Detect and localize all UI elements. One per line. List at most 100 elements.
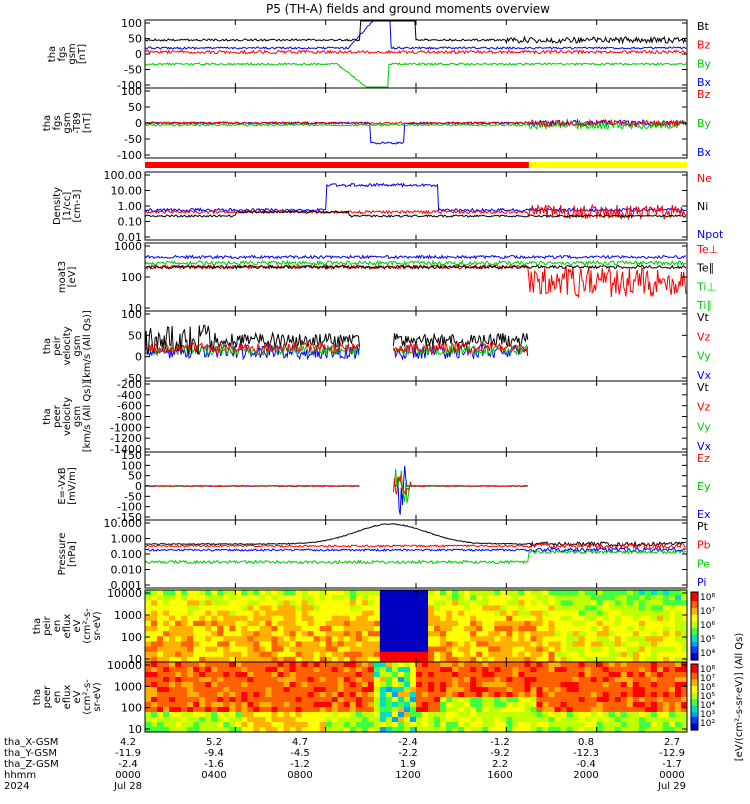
spectrogram-cell [187,692,194,698]
spectrogram-cell [674,595,682,601]
spectrogram-cell [229,697,236,703]
spectrogram-cell [253,687,261,693]
spectrogram-cell [211,605,218,612]
spectrogram-cell [331,722,339,728]
spectrogram-cell [470,620,477,627]
spectrogram-cell [337,662,345,668]
spectrogram-cell [650,672,658,678]
spectrogram-cell [379,631,387,637]
spectrogram-cell [235,692,242,698]
spectrogram-cell [416,692,423,698]
spectrogram-cell [446,615,453,622]
spectrogram-cell [307,712,315,718]
spectrogram-cell [295,656,303,662]
spectrogram-cell [506,590,513,596]
spectrogram-cell [512,600,519,607]
spectrogram-cell [361,651,369,658]
spectrogram-cell [343,631,351,637]
spectrogram-cell [343,717,351,723]
spectrogram-cell [632,646,640,653]
spectrogram-cell [145,677,152,683]
spectrogram-cell [277,687,285,693]
spectrogram-cell [554,590,562,596]
spectrogram-cell [253,677,261,683]
spectrogram-cell [578,620,586,627]
spectrogram-cell [536,672,544,678]
spectrogram-cell [277,682,285,688]
spectrogram-cell [470,610,477,617]
spectrogram-cell [572,682,580,688]
panel-traces [145,523,687,565]
spectrogram-cell [217,712,224,718]
spectrogram-cell [295,712,303,718]
spectrogram-cell [301,712,309,718]
spectrogram-cell [385,682,393,688]
spectrogram-cell [584,712,592,718]
spectrogram-cell [488,600,495,607]
ephemeris-row-label: hhmm [4,770,36,781]
spectrogram-cell [325,692,333,698]
spectrogram-cell [307,722,315,728]
spectrogram-cell [518,702,525,708]
spectrogram-cell [403,722,411,728]
spectrogram-cell [638,707,646,713]
spectrogram-cell [452,692,459,698]
spectrogram-cell [205,682,212,688]
spectrogram-cell [325,697,333,703]
spectrogram-cell [313,682,321,688]
spectrogram-cell [638,677,646,683]
spectrogram-cell [476,667,483,673]
spectrogram-cell [151,662,158,668]
spectrogram-cell [193,717,200,723]
y-axis-label: Pressure [57,533,68,576]
spectrogram-cell [229,605,236,612]
spectrogram-cell [572,651,580,658]
spectrogram-cell [476,687,483,693]
spectrogram-cell [422,712,429,718]
spectrogram-cell [361,626,369,632]
spectrogram-cell [494,662,501,668]
spectrogram-cell [145,626,152,632]
spectrogram-cell [608,667,616,673]
spectrogram-cell [385,646,393,653]
spectrogram-cell [554,672,562,678]
spectrogram-cell [247,656,254,662]
spectrogram-cell [253,620,261,627]
spectrogram-cell [668,717,676,723]
spectrogram-cell [476,615,483,622]
spectrogram-cell [247,590,254,596]
spectrogram-cell [674,712,682,718]
ephemeris-row-label: tha_Y-GSM [4,748,57,759]
spectrogram-cell [379,687,387,693]
y-axis-label: en [52,620,63,633]
spectrogram-cell [211,641,218,648]
spectrogram-cell [163,636,170,643]
spectrogram-cell [205,631,212,637]
spectrogram-cell [608,687,616,693]
spectrogram-cell [199,682,206,688]
spectrogram-cell [403,672,411,678]
spectrogram-cell [590,636,598,643]
spectrogram-cell [680,702,687,708]
spectrogram-cell [530,610,538,617]
spectrogram-cell [277,656,285,662]
ephemeris-value: 2.7 [664,737,680,748]
spectrogram-cell [157,590,164,596]
colorbar-cell [691,635,698,638]
spectrogram-cell [572,626,580,632]
spectrogram-cell [608,620,616,627]
spectrogram-cell [602,702,610,708]
panel-frame [144,380,688,453]
spectrogram-cell [566,687,574,693]
spectrogram-cell [542,702,550,708]
spectrogram-cell [319,662,327,668]
spectrogram-cell [572,605,580,612]
spectrogram-cell [403,702,411,708]
y-axis-label: gsm [62,112,73,133]
spectrogram-cell [247,722,254,728]
spectrogram-cell [373,702,381,708]
spectrogram-cell [253,697,261,703]
spectrogram-cell [223,651,230,658]
spectrogram-cell [337,667,345,673]
spectrogram-cell [422,692,429,698]
